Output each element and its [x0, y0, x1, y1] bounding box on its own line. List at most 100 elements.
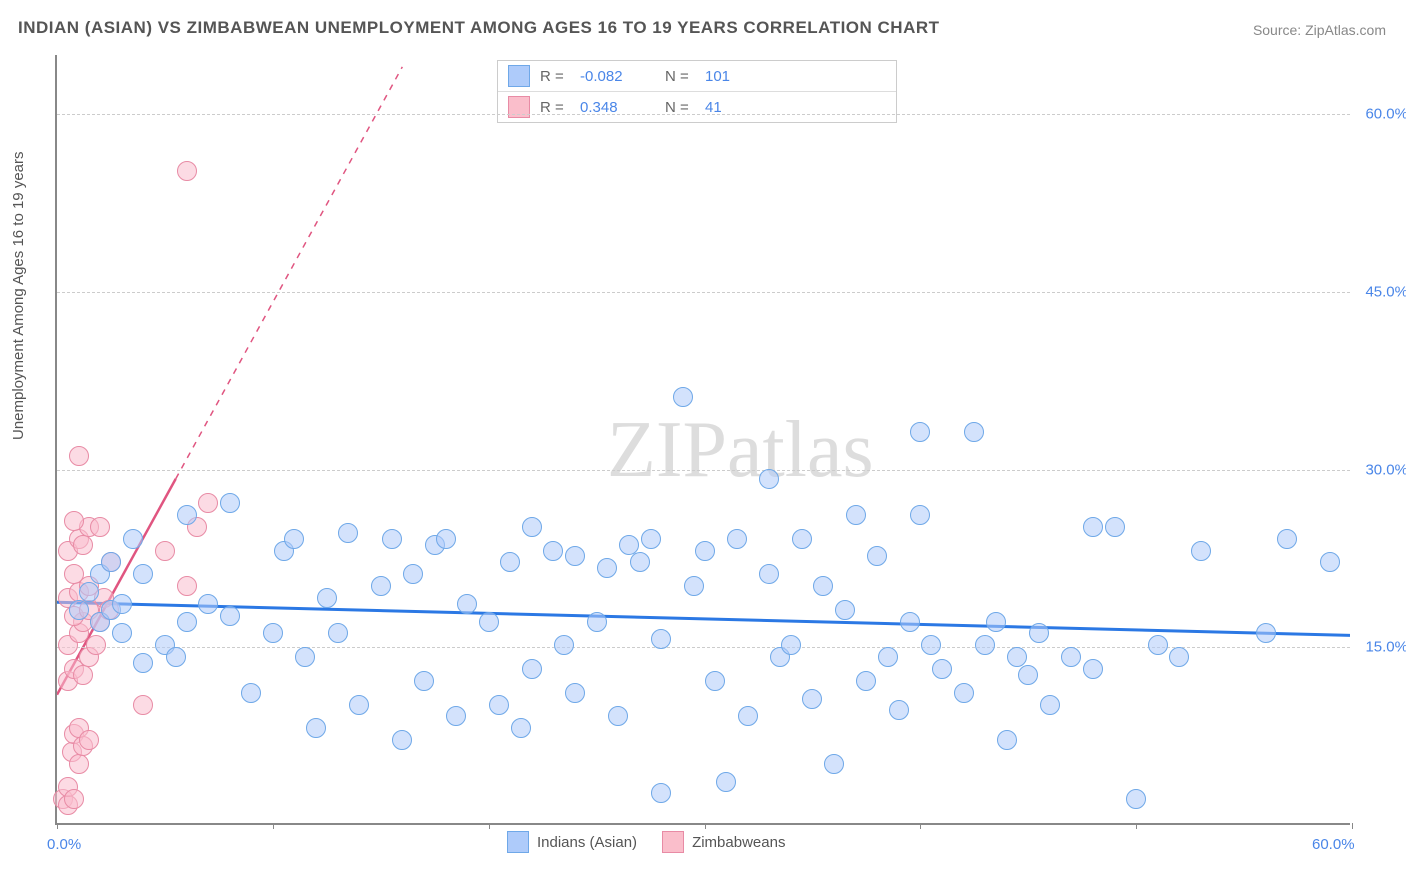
data-point	[1029, 623, 1049, 643]
data-point	[177, 576, 197, 596]
series-legend: Indians (Asian) Zimbabweans	[507, 831, 785, 853]
data-point	[651, 629, 671, 649]
data-point	[328, 623, 348, 643]
data-point	[835, 600, 855, 620]
data-point	[101, 552, 121, 572]
data-point	[511, 718, 531, 738]
data-point	[1083, 517, 1103, 537]
data-point	[489, 695, 509, 715]
data-point	[910, 422, 930, 442]
data-point	[910, 505, 930, 525]
data-point	[792, 529, 812, 549]
data-point	[867, 546, 887, 566]
x-tick	[273, 823, 274, 829]
data-point	[597, 558, 617, 578]
x-tick	[1136, 823, 1137, 829]
data-point	[500, 552, 520, 572]
data-point	[64, 511, 84, 531]
data-point	[954, 683, 974, 703]
data-point	[738, 706, 758, 726]
data-point	[1256, 623, 1276, 643]
legend-label-blue: Indians (Asian)	[537, 834, 637, 851]
data-point	[684, 576, 704, 596]
y-tick-label: 15.0%	[1365, 639, 1406, 656]
y-tick-label: 60.0%	[1365, 106, 1406, 123]
data-point	[392, 730, 412, 750]
data-point	[133, 564, 153, 584]
data-point	[986, 612, 1006, 632]
data-point	[133, 695, 153, 715]
data-point	[619, 535, 639, 555]
data-point	[565, 683, 585, 703]
data-point	[112, 623, 132, 643]
legend-item-pink: Zimbabweans	[662, 831, 785, 853]
r-value-pink: 0.348	[580, 99, 655, 116]
data-point	[446, 706, 466, 726]
data-point	[889, 700, 909, 720]
x-tick	[489, 823, 490, 829]
data-point	[846, 505, 866, 525]
data-point	[436, 529, 456, 549]
r-value-blue: -0.082	[580, 68, 655, 85]
data-point	[695, 541, 715, 561]
data-point	[802, 689, 822, 709]
data-point	[177, 612, 197, 632]
n-label: N =	[665, 68, 695, 85]
chart-title: INDIAN (ASIAN) VS ZIMBABWEAN UNEMPLOYMEN…	[18, 18, 940, 38]
data-point	[1040, 695, 1060, 715]
data-point	[932, 659, 952, 679]
data-point	[608, 706, 628, 726]
data-point	[457, 594, 477, 614]
gridline-h	[57, 470, 1350, 471]
n-value-blue: 101	[705, 68, 780, 85]
data-point	[1277, 529, 1297, 549]
data-point	[705, 671, 725, 691]
n-value-pink: 41	[705, 99, 780, 116]
plot-area: ZIPatlas R = -0.082 N = 101 R = 0.348 N …	[55, 55, 1350, 825]
data-point	[371, 576, 391, 596]
data-point	[975, 635, 995, 655]
data-point	[263, 623, 283, 643]
data-point	[133, 653, 153, 673]
data-point	[64, 564, 84, 584]
data-point	[543, 541, 563, 561]
legend-item-blue: Indians (Asian)	[507, 831, 637, 853]
data-point	[155, 541, 175, 561]
data-point	[759, 469, 779, 489]
data-point	[166, 647, 186, 667]
r-label: R =	[540, 68, 570, 85]
data-point	[641, 529, 661, 549]
data-point	[69, 600, 89, 620]
data-point	[112, 594, 132, 614]
data-point	[565, 546, 585, 566]
data-point	[1169, 647, 1189, 667]
data-point	[1061, 647, 1081, 667]
y-axis-label: Unemployment Among Ages 16 to 19 years	[10, 151, 27, 440]
legend-row-pink: R = 0.348 N = 41	[498, 92, 896, 122]
data-point	[69, 754, 89, 774]
data-point	[64, 789, 84, 809]
data-point	[220, 493, 240, 513]
data-point	[479, 612, 499, 632]
data-point	[1148, 635, 1168, 655]
y-tick-label: 45.0%	[1365, 283, 1406, 300]
n-label: N =	[665, 99, 695, 116]
data-point	[86, 635, 106, 655]
data-point	[79, 582, 99, 602]
x-tick-label-end: 60.0%	[1312, 836, 1355, 853]
data-point	[69, 446, 89, 466]
legend-label-pink: Zimbabweans	[692, 834, 785, 851]
data-point	[306, 718, 326, 738]
data-point	[403, 564, 423, 584]
watermark: ZIPatlas	[607, 405, 874, 496]
data-point	[673, 387, 693, 407]
y-tick-label: 30.0%	[1365, 461, 1406, 478]
data-point	[284, 529, 304, 549]
data-point	[241, 683, 261, 703]
x-tick-label-start: 0.0%	[47, 836, 81, 853]
x-tick	[920, 823, 921, 829]
data-point	[1083, 659, 1103, 679]
data-point	[900, 612, 920, 632]
legend-row-blue: R = -0.082 N = 101	[498, 61, 896, 92]
data-point	[198, 594, 218, 614]
